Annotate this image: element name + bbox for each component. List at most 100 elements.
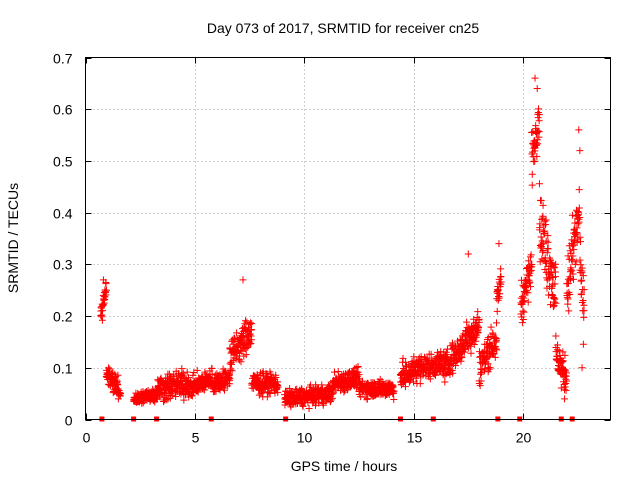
series-srmtid: [97, 74, 588, 412]
data-point: [476, 382, 484, 390]
data-point: [318, 381, 326, 389]
data-point: [104, 364, 112, 372]
data-point: [470, 341, 478, 349]
data-point: [569, 242, 577, 250]
data-point: [552, 332, 560, 340]
data-point: [242, 351, 250, 359]
data-point: [573, 239, 581, 247]
data-point: [552, 348, 560, 356]
data-point: [519, 293, 527, 301]
data-point: [569, 275, 577, 283]
data-point: [575, 204, 583, 212]
x-tick-labels: 0 5 10 15 20: [83, 430, 532, 446]
data-point: [534, 127, 542, 135]
data-point: [535, 128, 543, 136]
data-point: [497, 265, 505, 273]
data-point: [358, 377, 366, 385]
data-point: [114, 381, 122, 389]
data-point: [550, 294, 558, 302]
data-point: [452, 362, 460, 370]
y-tick-labels: 0 0.1 0.2 0.3 0.4 0.5 0.6 0.7: [53, 51, 73, 429]
data-point: [559, 348, 567, 356]
chart-title: Day 073 of 2017, SRMTID for receiver cn2…: [207, 20, 480, 36]
data-point: [524, 298, 532, 306]
data-point: [561, 386, 569, 394]
data-point: [449, 369, 457, 377]
data-point: [552, 299, 560, 307]
data-point: [573, 229, 581, 237]
data-point: [117, 390, 125, 398]
data-point: [401, 383, 409, 391]
x-tick-label: 0: [83, 430, 91, 446]
data-point: [561, 351, 569, 359]
data-point: [576, 256, 584, 264]
data-point: [579, 340, 587, 348]
y-tick-label: 0.7: [53, 51, 73, 67]
data-point: [575, 186, 583, 194]
data-point: [551, 295, 559, 303]
data-point: [567, 274, 575, 282]
y-tick-label: 0: [65, 413, 73, 429]
data-point: [526, 253, 534, 261]
data-point: [569, 241, 577, 249]
data-point: [532, 122, 540, 130]
data-point: [541, 217, 549, 225]
data-point: [98, 316, 106, 324]
data-point: [554, 341, 562, 349]
data-point: [525, 257, 533, 265]
data-point: [239, 332, 247, 340]
data-point: [363, 395, 371, 403]
data-point: [527, 251, 535, 259]
data-point: [497, 278, 505, 286]
data-point: [208, 371, 216, 379]
data-point: [526, 267, 534, 275]
data-point: [355, 371, 363, 379]
data-point: [410, 378, 418, 386]
y-tick-label: 0.2: [53, 309, 73, 325]
data-point: [189, 371, 197, 379]
data-point: [539, 247, 547, 255]
data-point: [577, 290, 585, 298]
data-point: [539, 201, 547, 209]
data-point: [561, 366, 569, 374]
data-point: [578, 264, 586, 272]
data-point: [274, 382, 282, 390]
data-point: [537, 197, 545, 205]
data-point: [541, 227, 549, 235]
data-point: [495, 294, 503, 302]
data-point: [493, 335, 501, 343]
data-point: [215, 385, 223, 393]
data-point: [580, 313, 588, 321]
data-point: [193, 366, 201, 374]
data-point: [519, 315, 527, 323]
data-point: [518, 319, 526, 327]
data-point: [563, 377, 571, 385]
data-point: [528, 181, 536, 189]
data-point: [551, 273, 559, 281]
data-point: [354, 363, 362, 371]
data-point: [551, 280, 559, 288]
data-point: [495, 240, 503, 248]
data-point: [331, 368, 339, 376]
data-point: [526, 283, 534, 291]
data-point: [532, 141, 540, 149]
data-point: [493, 307, 501, 315]
data-point: [228, 360, 236, 368]
data-point: [247, 332, 255, 340]
data-point: [188, 392, 196, 400]
data-point: [519, 307, 527, 315]
data-point: [565, 307, 573, 315]
data-point: [493, 319, 501, 327]
data-point: [466, 342, 474, 350]
data-point: [441, 378, 449, 386]
data-point: [539, 212, 547, 220]
data-point: [561, 395, 569, 403]
data-point: [575, 126, 583, 134]
data-point: [416, 380, 424, 388]
data-point: [493, 346, 501, 354]
data-point: [114, 371, 122, 379]
data-point: [580, 286, 588, 294]
x-tick-label: 20: [516, 430, 532, 446]
data-point: [475, 318, 483, 326]
